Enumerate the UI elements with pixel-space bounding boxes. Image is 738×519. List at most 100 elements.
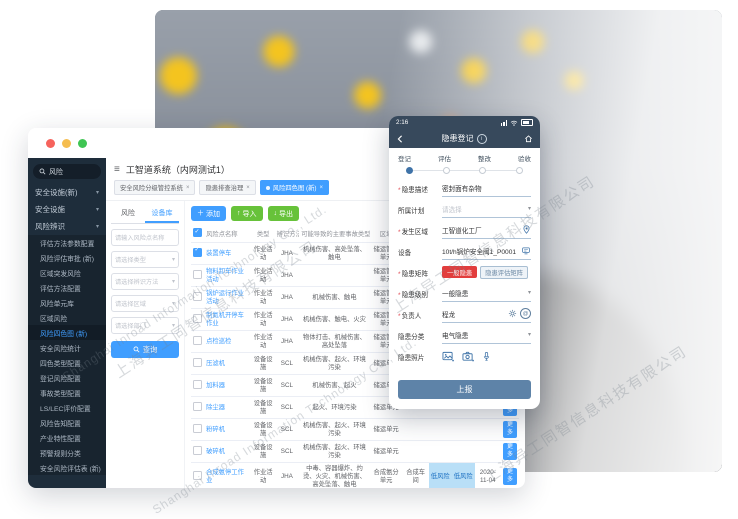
- mic-icon[interactable]: [482, 351, 491, 362]
- row-checkbox[interactable]: [193, 247, 203, 257]
- info-icon[interactable]: i: [476, 133, 487, 144]
- close-button[interactable]: [46, 138, 55, 148]
- device-icon[interactable]: [521, 246, 531, 255]
- sidebar-item[interactable]: 风险评估审批 (新): [40, 255, 94, 263]
- risk-point-link[interactable]: 破碎机: [206, 447, 225, 455]
- home-icon[interactable]: [524, 134, 533, 143]
- risk-point-link[interactable]: 制氮机开停车作业: [206, 311, 244, 327]
- at-icon[interactable]: @: [520, 308, 531, 319]
- risk-point-link[interactable]: 合成氨停工作业: [206, 468, 244, 484]
- row-checkbox[interactable]: [193, 445, 203, 455]
- step-line: [449, 170, 480, 171]
- sidebar-item[interactable]: 登记风险配置: [40, 375, 81, 383]
- risk-point-link[interactable]: 物料卸车作业活动: [206, 267, 244, 283]
- module-tab[interactable]: 隐患排查治理 ×: [199, 180, 256, 195]
- close-icon[interactable]: ×: [246, 184, 250, 191]
- close-icon[interactable]: ×: [185, 184, 190, 191]
- more-button[interactable]: 更多: [502, 421, 517, 438]
- field-value-danger-category[interactable]: 电气隐患 ▾: [442, 328, 531, 344]
- sidebar-item[interactable]: 安全风险统计: [40, 345, 81, 353]
- filter-tab-equipment[interactable]: 设备库: [145, 205, 179, 223]
- zoom-button[interactable]: [78, 138, 87, 148]
- location-icon[interactable]: [522, 225, 531, 234]
- sidebar-item[interactable]: 风险四色图 (新): [28, 325, 106, 340]
- phone-status-bar: 2:16: [389, 116, 540, 129]
- sidebar-group-风险辨识[interactable]: 风险辨识 ▾: [28, 218, 106, 235]
- sidebar-search-input[interactable]: 风险: [33, 164, 101, 179]
- camera-icon[interactable]: [462, 351, 474, 362]
- row-checkbox[interactable]: [193, 357, 203, 367]
- sidebar-item[interactable]: 评估方法参数配置: [40, 240, 95, 248]
- risk-point-link[interactable]: 点检巡检: [206, 337, 232, 345]
- minimize-button[interactable]: [62, 138, 71, 148]
- sidebar-item[interactable]: 四色类型配置: [40, 360, 81, 368]
- sidebar-item[interactable]: 风险告知配置: [40, 420, 81, 428]
- sidebar-group-安全设施(新)[interactable]: 安全设施(新) ▾: [28, 184, 106, 201]
- sidebar-item[interactable]: 事故类型配置: [40, 390, 81, 398]
- sidebar-item[interactable]: LS/LEC评价配置: [40, 405, 91, 413]
- row-checkbox[interactable]: [193, 423, 203, 433]
- risk-point-link[interactable]: 除尘器: [206, 403, 225, 411]
- select-all-checkbox[interactable]: [193, 228, 203, 237]
- row-checkbox[interactable]: [193, 291, 203, 301]
- risk-point-link[interactable]: 加料器: [206, 381, 225, 389]
- status-time: 2:16: [396, 119, 409, 126]
- filter-department-select[interactable]: 请选择部门 ▾: [111, 317, 179, 334]
- danger-level-tag[interactable]: 一般隐患: [442, 266, 478, 278]
- step-dot-2[interactable]: [442, 167, 450, 174]
- dept-cell: [402, 418, 429, 441]
- sidebar-item[interactable]: 风险单元库: [40, 300, 74, 308]
- field-value-area[interactable]: 工智道化工厂: [442, 223, 531, 239]
- close-icon[interactable]: ×: [319, 184, 324, 191]
- module-tab-label: 安全风险分级管控系统: [120, 185, 183, 192]
- risk-point-link[interactable]: 锅炉运行作业活动: [206, 289, 244, 305]
- field-value-plan[interactable]: 请选择 ▾: [442, 202, 531, 218]
- sidebar-item[interactable]: 区域风险: [40, 315, 68, 323]
- row-checkbox[interactable]: [193, 269, 203, 279]
- sidebar-item[interactable]: 区域突发风险: [40, 270, 81, 278]
- area-cell: 储运单元: [369, 418, 403, 441]
- risk-point-link[interactable]: 压滤机: [206, 359, 225, 367]
- row-checkbox[interactable]: [193, 335, 203, 345]
- matrix-evaluate-button[interactable]: 隐患评估矩阵: [480, 265, 528, 279]
- step-dot-4[interactable]: [516, 167, 524, 174]
- module-tab[interactable]: 风险四色图 (新) ×: [259, 180, 330, 195]
- filter-area-select[interactable]: 请选择区域 ▾: [111, 295, 179, 312]
- image-icon[interactable]: [442, 351, 454, 362]
- sidebar-item[interactable]: 安全风险评估表 (新): [40, 465, 101, 473]
- filter-tab-risk[interactable]: 风险: [121, 210, 135, 217]
- field-value-danger-description[interactable]: 密封面有杂物: [442, 181, 531, 197]
- field-equipment: 设备 10t/h锅炉安全阀1_P0001: [398, 241, 531, 262]
- field-value-equipment[interactable]: 10t/h锅炉安全阀1_P0001: [442, 244, 531, 260]
- field-value-danger-level[interactable]: 一般隐患 ▾: [442, 286, 531, 302]
- sidebar-group-安全设施[interactable]: 安全设施 ▾: [28, 201, 106, 218]
- field-value-danger-matrix[interactable]: 一般隐患 隐患评估矩阵: [442, 265, 531, 281]
- module-tab[interactable]: 安全风险分级管控系统 ×: [114, 180, 196, 195]
- row-checkbox[interactable]: [193, 379, 203, 389]
- row-checkbox[interactable]: [193, 470, 203, 480]
- field-danger-photos: 隐患照片: [398, 346, 531, 367]
- export-button[interactable]: ↓ 导出: [267, 206, 299, 221]
- step-dot-3[interactable]: [479, 167, 487, 174]
- filter-method-select[interactable]: 请选择辨识方法 ▾: [111, 273, 179, 290]
- back-icon[interactable]: [396, 134, 404, 144]
- row-checkbox[interactable]: [193, 313, 203, 323]
- sidebar-item[interactable]: 产业特性配置: [40, 435, 81, 443]
- more-button[interactable]: 更多: [502, 468, 517, 486]
- add-button[interactable]: ＋ 添加: [191, 206, 226, 221]
- sidebar-item[interactable]: 评估方法配置: [40, 285, 81, 293]
- gear-wrap[interactable]: [508, 309, 517, 318]
- risk-point-link[interactable]: 粉碎机: [206, 425, 225, 433]
- field-value-person-in-charge[interactable]: 程龙 @: [442, 307, 531, 323]
- step-dot-1[interactable]: [406, 167, 413, 174]
- submit-button[interactable]: 上报: [398, 380, 531, 399]
- hamburger-icon[interactable]: ≡: [114, 163, 120, 175]
- more-button[interactable]: 更多: [502, 443, 517, 460]
- sidebar-item[interactable]: 预警规则分类: [40, 450, 81, 458]
- import-button[interactable]: ↑ 导入: [231, 206, 263, 221]
- query-button[interactable]: 查询: [111, 341, 179, 358]
- filter-type-select[interactable]: 请选择类型 ▾: [111, 251, 179, 268]
- row-checkbox[interactable]: [193, 401, 203, 411]
- risk-point-link[interactable]: 装置停车: [206, 249, 232, 257]
- filter-risk-point-name-input[interactable]: 请输入风险点名称: [111, 229, 179, 246]
